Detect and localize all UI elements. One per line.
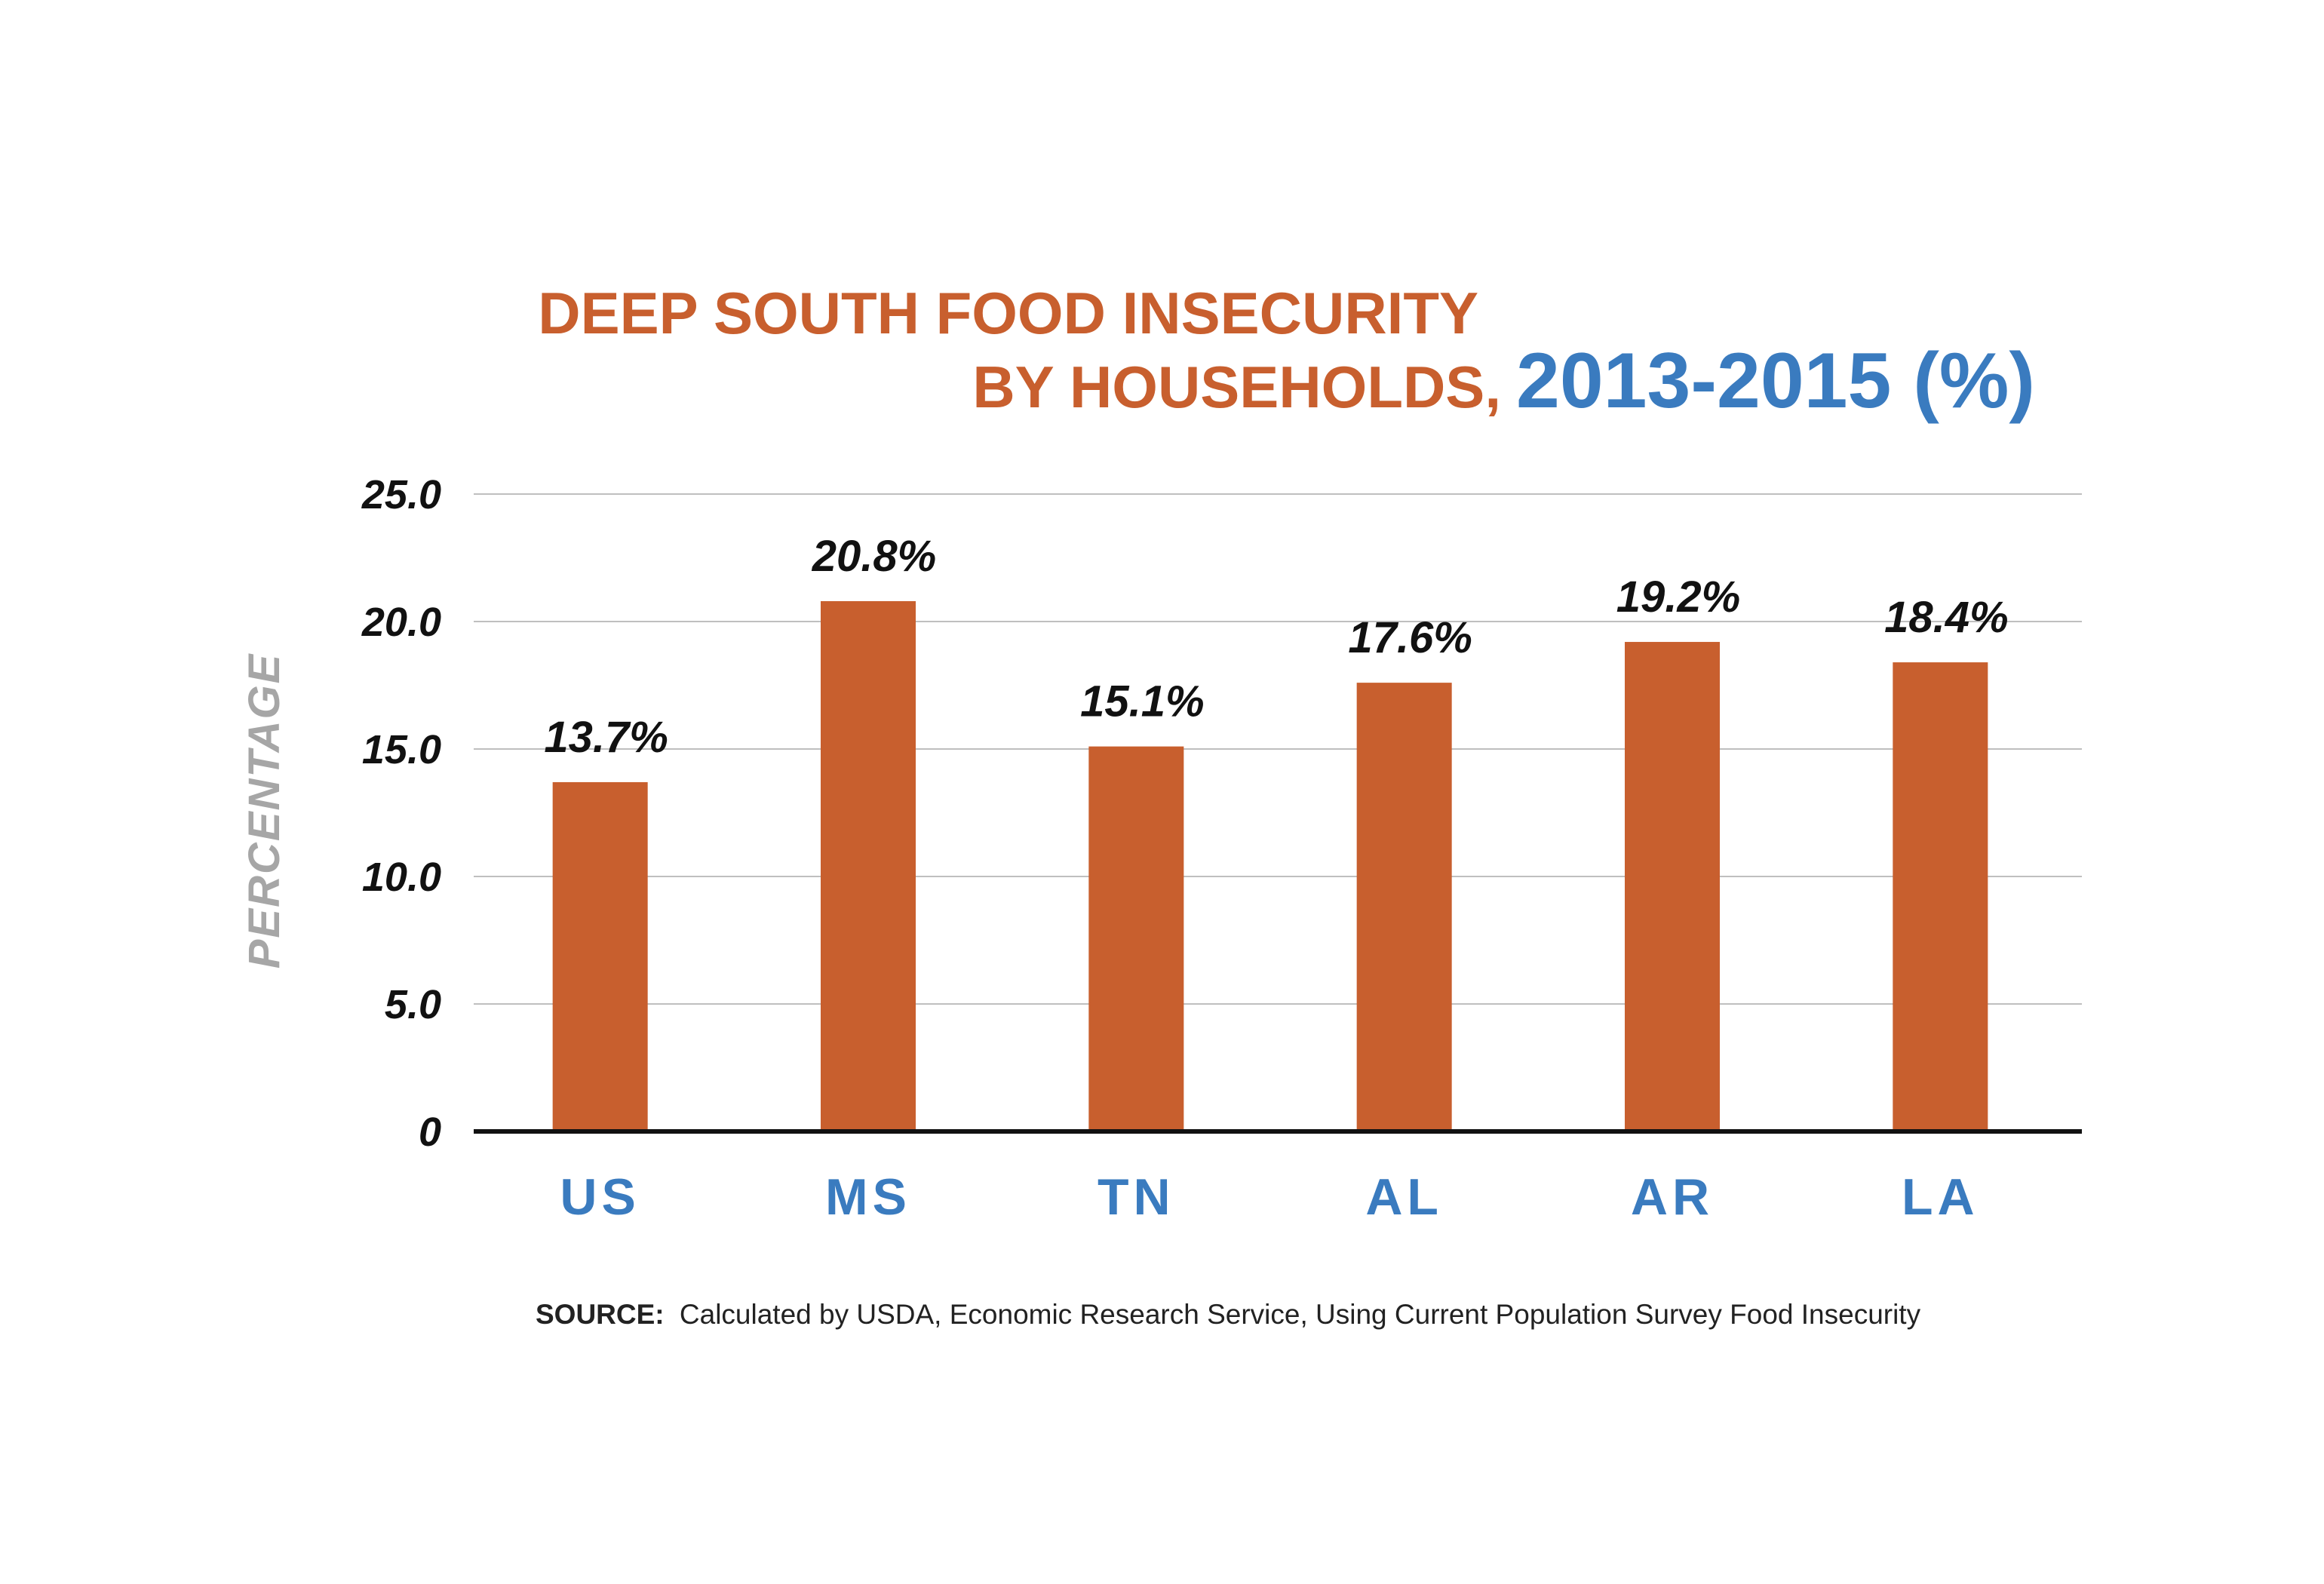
y-tick-label: 25.0 xyxy=(361,472,441,517)
y-axis-ticks: 0 5.0 10.0 15.0 20.0 25.0 xyxy=(361,472,441,1155)
chart-title-line1: DEEP SOUTH FOOD INSECURITY xyxy=(538,280,1478,346)
category-label: AR xyxy=(1631,1168,1714,1226)
source-note: SOURCE: Calculated by USDA, Economic Res… xyxy=(536,1299,1921,1330)
category-label: LA xyxy=(1902,1168,1979,1226)
value-label: 18.4% xyxy=(1884,593,2008,642)
category-label: TN xyxy=(1098,1168,1175,1226)
bar-la xyxy=(1893,662,1988,1131)
y-tick-label: 0 xyxy=(419,1110,441,1155)
category-labels: US MS TN AL AR LA xyxy=(560,1168,1979,1226)
bar-ms xyxy=(821,600,916,1131)
category-label: US xyxy=(560,1168,640,1226)
y-axis-label: PERCENTAGE xyxy=(240,652,289,969)
value-label: 15.1% xyxy=(1080,677,1204,726)
category-label: MS xyxy=(825,1168,911,1226)
source-label: SOURCE: xyxy=(536,1299,665,1330)
y-tick-label: 20.0 xyxy=(361,600,441,645)
bar-tn xyxy=(1088,746,1184,1131)
category-label: AL xyxy=(1365,1168,1443,1226)
value-label: 20.8% xyxy=(812,532,936,581)
bar-ar xyxy=(1625,642,1720,1131)
chart-title-line2: BY HOUSEHOLDS, xyxy=(972,354,1501,420)
y-tick-label: 10.0 xyxy=(362,855,441,900)
y-tick-label: 5.0 xyxy=(385,982,441,1027)
y-tick-label: 15.0 xyxy=(362,727,441,772)
value-labels: 13.7% 20.8% 15.1% 17.6% 19.2% 18.4% xyxy=(544,532,2008,762)
value-label: 19.2% xyxy=(1616,573,1740,622)
bar-us xyxy=(552,781,648,1131)
bars xyxy=(552,600,1988,1131)
gridlines xyxy=(474,493,2082,1005)
source-text: Calculated by USDA, Economic Research Se… xyxy=(680,1299,1921,1330)
value-label: 13.7% xyxy=(544,713,668,762)
chart-title-line2-main: BY HOUSEHOLDS, xyxy=(972,354,1501,420)
value-label: 17.6% xyxy=(1348,613,1472,662)
bar-al xyxy=(1356,683,1452,1131)
chart-title-accent: 2013-2015 (%) xyxy=(1516,337,2035,425)
